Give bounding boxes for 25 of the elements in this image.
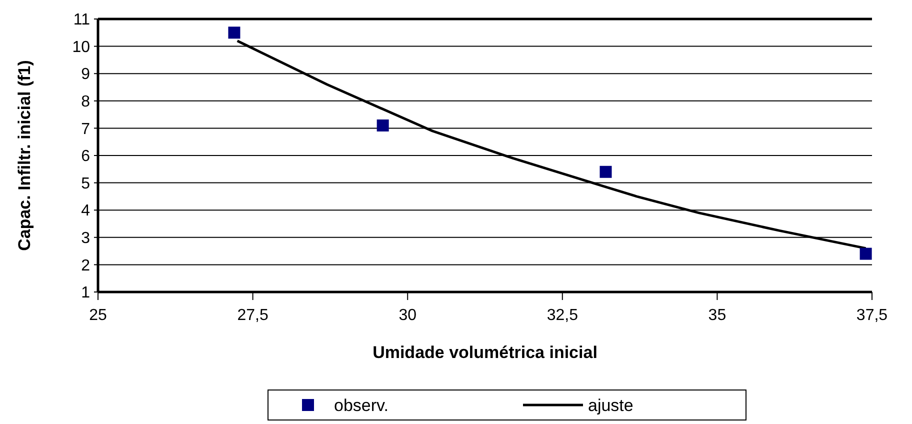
y-tick-label: 4 — [81, 202, 90, 220]
point — [860, 248, 872, 260]
y-tick-label: 3 — [81, 230, 90, 247]
y-tick-label: 2 — [81, 257, 90, 274]
y-tick-label: 7 — [81, 120, 90, 138]
x-axis-title: Umidade volumétrica inicial — [372, 343, 598, 362]
point — [376, 119, 389, 132]
x-tick-label: 37,5 — [856, 307, 888, 324]
y-tick-label: 8 — [81, 94, 90, 110]
x-tick-label: 35 — [708, 307, 726, 324]
y-tick-label: 5 — [81, 175, 90, 192]
y-tick-label: 1 — [81, 284, 90, 302]
legend-label: observ. — [334, 396, 388, 415]
x-tick-label: 30 — [398, 307, 417, 324]
point — [600, 166, 612, 178]
x-tick-label: 32,5 — [546, 307, 578, 324]
legend-label: ajuste — [588, 396, 634, 415]
y-tick-label: 9 — [81, 66, 90, 84]
x-tick-label: 25 — [89, 307, 107, 324]
y-tick-label: 11 — [73, 12, 90, 29]
y-tick-label: 10 — [72, 38, 90, 56]
x-tick-label: 27,5 — [237, 307, 268, 324]
y-tick-label: 6 — [81, 148, 90, 166]
point — [228, 26, 240, 39]
y-axis-title: Capac. Infiltr. inicial (f1) — [15, 60, 34, 251]
